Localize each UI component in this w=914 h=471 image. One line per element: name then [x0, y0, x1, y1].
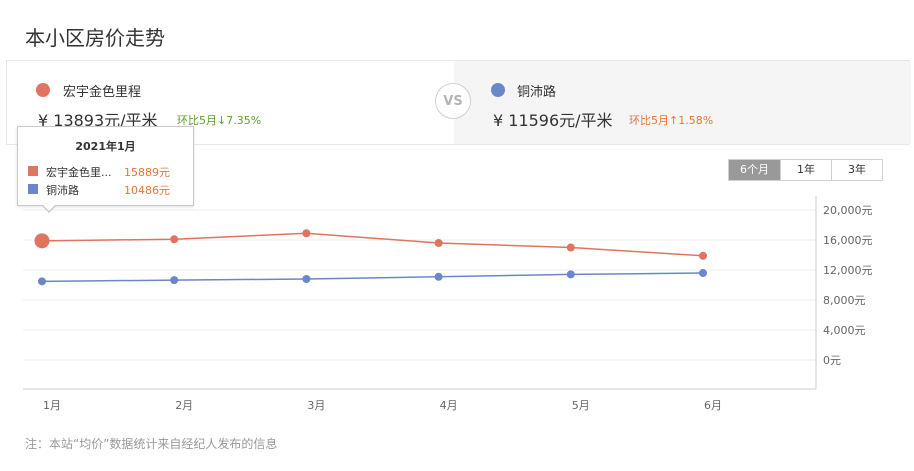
- right-community-price: ¥ 11596元/平米: [493, 111, 613, 130]
- tooltip-row: 宏宇金色里... 15889元: [28, 164, 188, 179]
- tab-3-years[interactable]: 3年: [831, 160, 882, 180]
- x-tick-label: 2月: [175, 399, 193, 412]
- tooltip-swatch: [28, 184, 38, 194]
- left-community-change: 环比5月↓7.35%: [177, 114, 262, 127]
- x-tick-label: 4月: [440, 399, 458, 412]
- chart-tooltip: 2021年1月 宏宇金色里... 15889元 铜沛路 10486元: [17, 126, 194, 213]
- y-tick-label: 4,000元: [823, 324, 866, 337]
- left-community-dot: [36, 83, 50, 97]
- tooltip-series-name: 铜沛路: [46, 184, 79, 197]
- data-point: [434, 272, 443, 281]
- time-range-tabs: 6个月 1年 3年: [728, 159, 883, 181]
- data-point: [170, 276, 179, 285]
- x-tick-label: 5月: [572, 399, 590, 412]
- tooltip-series-value: 15889元: [124, 166, 170, 179]
- right-community-change: 环比5月↑1.58%: [629, 114, 714, 127]
- comparison-panel: 宏宇金色里程 ¥ 13893元/平米 环比5月↓7.35% VS 铜沛路 ¥ 1…: [6, 60, 911, 145]
- y-tick-label: 0元: [823, 354, 841, 367]
- series-line: [41, 272, 704, 283]
- data-point: [302, 275, 311, 283]
- data-point: [434, 239, 443, 247]
- y-tick-label: 12,000元: [823, 264, 873, 277]
- tooltip-title: 2021年1月: [75, 140, 136, 153]
- right-community-name: 铜沛路: [517, 85, 557, 100]
- tooltip-series-name: 宏宇金色里...: [46, 166, 112, 179]
- data-point: [38, 277, 46, 286]
- comparison-right-bg: [454, 61, 911, 144]
- vs-badge: VS: [435, 83, 471, 119]
- data-point: [34, 233, 50, 249]
- x-tick-label: 1月: [43, 399, 61, 412]
- tooltip-row: 铜沛路 10486元: [28, 182, 188, 197]
- tooltip-series-value: 10486元: [124, 184, 170, 197]
- x-tick-label: 6月: [704, 399, 722, 412]
- y-tick-label: 8,000元: [823, 294, 866, 307]
- right-community-dot: [491, 83, 505, 97]
- x-tick-label: 3月: [307, 399, 325, 412]
- data-point: [170, 235, 179, 244]
- footnote: 注：本站“均价”数据统计来自经纪人发布的信息: [25, 437, 278, 451]
- data-point: [302, 229, 311, 238]
- left-community-name: 宏宇金色里程: [63, 85, 142, 100]
- data-point: [699, 251, 707, 260]
- tab-6-months[interactable]: 6个月: [729, 160, 780, 180]
- tooltip-swatch: [28, 166, 38, 176]
- data-point: [699, 269, 707, 278]
- left-community-price: ¥ 13893元/平米: [38, 111, 158, 130]
- tab-1-year[interactable]: 1年: [780, 160, 831, 180]
- series-line: [41, 232, 704, 257]
- y-tick-label: 20,000元: [823, 204, 873, 217]
- data-point: [566, 270, 575, 279]
- y-tick-label: 16,000元: [823, 234, 873, 247]
- page-title: 本小区房价走势: [25, 26, 165, 50]
- tooltip-arrow-inner: [42, 204, 56, 211]
- data-point: [566, 243, 575, 252]
